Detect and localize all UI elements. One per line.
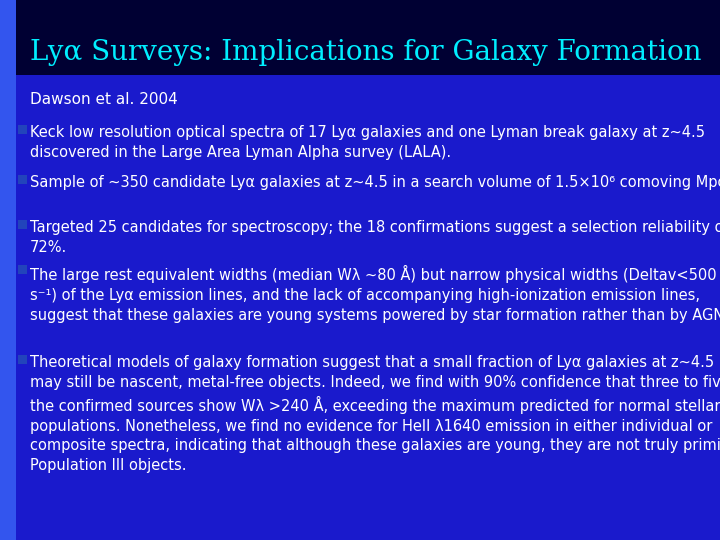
Bar bbox=[0, 0, 16, 540]
Bar bbox=[18, 125, 27, 134]
Text: Targeted 25 candidates for spectroscopy; the 18 confirmations suggest a selectio: Targeted 25 candidates for spectroscopy;… bbox=[30, 220, 720, 255]
Text: Keck low resolution optical spectra of 17 Lyα galaxies and one Lyman break galax: Keck low resolution optical spectra of 1… bbox=[30, 125, 705, 160]
Bar bbox=[18, 265, 27, 274]
Text: The large rest equivalent widths (median Wλ ~80 Å) but narrow physical widths (D: The large rest equivalent widths (median… bbox=[30, 265, 720, 322]
Text: Dawson et al. 2004: Dawson et al. 2004 bbox=[30, 92, 178, 107]
Bar bbox=[0, 0, 720, 75]
Bar bbox=[18, 355, 27, 364]
Bar bbox=[0, 75, 720, 540]
Bar bbox=[18, 220, 27, 229]
Bar bbox=[18, 175, 27, 184]
Text: Theoretical models of galaxy formation suggest that a small fraction of Lyα gala: Theoretical models of galaxy formation s… bbox=[30, 355, 720, 473]
Text: Lyα Surveys: Implications for Galaxy Formation: Lyα Surveys: Implications for Galaxy For… bbox=[30, 38, 701, 65]
Text: Sample of ~350 candidate Lyα galaxies at z~4.5 in a search volume of 1.5×10⁶ com: Sample of ~350 candidate Lyα galaxies at… bbox=[30, 175, 720, 190]
